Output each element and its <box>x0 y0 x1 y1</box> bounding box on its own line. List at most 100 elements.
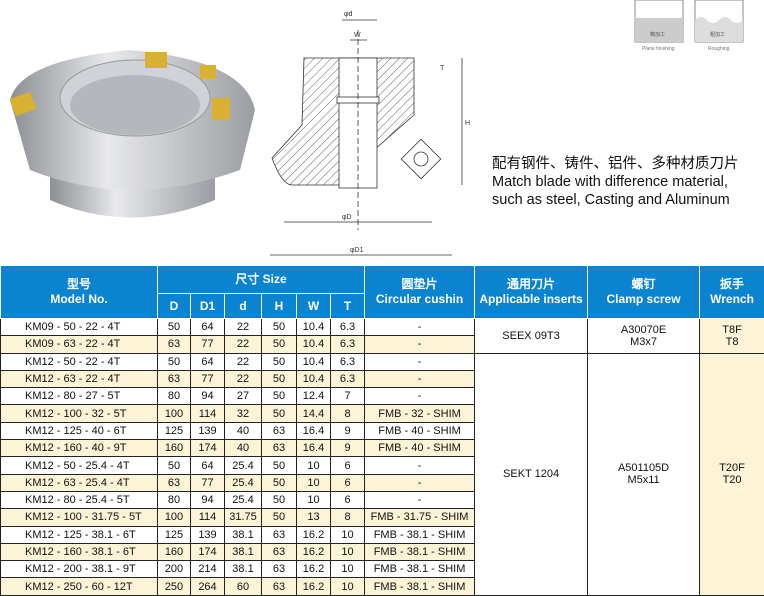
shim-cell: FMB - 32 - SHIM <box>365 405 475 422</box>
model-cell: KM12 - 160 - 38.1 - 6T <box>1 543 158 560</box>
size-cell: 63 <box>262 526 297 543</box>
model-cell: KM12 - 50 - 25.4 - 4T <box>1 457 158 474</box>
size-cell: 27 <box>225 388 262 405</box>
size-cell: 50 <box>262 457 297 474</box>
insert-cell: SEKT 1204 <box>475 353 588 595</box>
shim-cell: - <box>365 370 475 387</box>
size-cell: 38.1 <box>225 526 262 543</box>
header-d1-col: D1 <box>191 294 225 319</box>
size-cell: 63 <box>262 440 297 457</box>
size-cell: 8 <box>331 405 365 422</box>
shim-cell: - <box>365 319 475 336</box>
size-cell: 50 <box>262 509 297 526</box>
size-cell: 40 <box>225 422 262 439</box>
shim-cell: FMB - 38.1 - SHIM <box>365 526 475 543</box>
size-cell: 10 <box>331 561 365 578</box>
size-cell: 9 <box>331 440 365 457</box>
size-cell: 160 <box>158 440 191 457</box>
roughing-cn: 粗加工 <box>710 31 725 38</box>
size-cell: 10 <box>297 457 331 474</box>
size-cell: 38.1 <box>225 543 262 560</box>
shim-cell: - <box>365 353 475 370</box>
size-cell: 12.4 <box>297 388 331 405</box>
size-cell: 50 <box>158 353 191 370</box>
size-cell: 6.3 <box>331 319 365 336</box>
size-cell: 10 <box>331 543 365 560</box>
size-cell: 80 <box>158 388 191 405</box>
size-cell: 9 <box>331 422 365 439</box>
size-cell: 6.3 <box>331 336 365 353</box>
size-cell: 264 <box>191 578 225 595</box>
roughing-en: Roughing <box>708 46 730 52</box>
shim-cell: FMB - 38.1 - SHIM <box>365 561 475 578</box>
shim-cell: - <box>365 388 475 405</box>
size-cell: 114 <box>191 509 225 526</box>
size-cell: 63 <box>262 422 297 439</box>
shim-cell: - <box>365 491 475 508</box>
model-cell: KM12 - 63 - 25.4 - 4T <box>1 474 158 491</box>
size-cell: 139 <box>191 526 225 543</box>
size-cell: 13 <box>297 509 331 526</box>
shim-cell: - <box>365 336 475 353</box>
size-cell: 160 <box>158 543 191 560</box>
size-cell: 63 <box>262 578 297 595</box>
size-cell: 6.3 <box>331 353 365 370</box>
size-cell: 64 <box>191 319 225 336</box>
size-cell: 139 <box>191 422 225 439</box>
header-d-col: D <box>158 294 191 319</box>
size-cell: 200 <box>158 561 191 578</box>
size-cell: 94 <box>191 388 225 405</box>
d-dimension-label: φd <box>344 11 353 18</box>
model-cell: KM12 - 80 - 25.4 - 5T <box>1 491 158 508</box>
size-cell: 250 <box>158 578 191 595</box>
shim-cell: FMB - 31.75 - SHIM <box>365 509 475 526</box>
size-cell: 6 <box>331 474 365 491</box>
header-h-col: H <box>262 294 297 319</box>
size-cell: 22 <box>225 319 262 336</box>
size-cell: 80 <box>158 491 191 508</box>
size-cell: 63 <box>158 370 191 387</box>
description-en-1: Match blade with difference material, <box>492 173 739 191</box>
size-cell: 63 <box>262 561 297 578</box>
plane-finishing-cn: 精加工 <box>650 31 665 38</box>
shim-cell: FMB - 40 - SHIM <box>365 440 475 457</box>
size-cell: 16.2 <box>297 561 331 578</box>
size-cell: 22 <box>225 336 262 353</box>
size-cell: 50 <box>262 474 297 491</box>
size-cell: 16.4 <box>297 422 331 439</box>
size-cell: 50 <box>262 388 297 405</box>
model-cell: KM12 - 250 - 60 - 12T <box>1 578 158 595</box>
shim-cell: FMB - 38.1 - SHIM <box>365 578 475 595</box>
D-dimension-label: φD <box>342 214 352 221</box>
model-cell: KM12 - 200 - 38.1 - 9T <box>1 561 158 578</box>
model-cell: KM09 - 63 - 22 - 4T <box>1 336 158 353</box>
size-cell: 77 <box>191 370 225 387</box>
size-cell: 214 <box>191 561 225 578</box>
size-cell: 6.3 <box>331 370 365 387</box>
size-cell: 60 <box>225 578 262 595</box>
size-cell: 10 <box>331 578 365 595</box>
size-cell: 100 <box>158 509 191 526</box>
size-cell: 14.4 <box>297 405 331 422</box>
w-dimension-label: W <box>354 32 361 39</box>
size-cell: 25.4 <box>225 457 262 474</box>
size-cell: 25.4 <box>225 474 262 491</box>
size-cell: 114 <box>191 405 225 422</box>
plane-finishing-en: Plane finishing <box>642 46 675 52</box>
size-cell: 77 <box>191 474 225 491</box>
insert-cell: SEEX 09T3 <box>475 319 588 354</box>
size-cell: 50 <box>262 370 297 387</box>
size-cell: 50 <box>262 405 297 422</box>
shim-cell: - <box>365 457 475 474</box>
size-cell: 10.4 <box>297 353 331 370</box>
size-cell: 10.4 <box>297 370 331 387</box>
size-cell: 25.4 <box>225 491 262 508</box>
size-cell: 10 <box>331 526 365 543</box>
shim-cell: - <box>365 474 475 491</box>
shim-cell: FMB - 40 - SHIM <box>365 422 475 439</box>
